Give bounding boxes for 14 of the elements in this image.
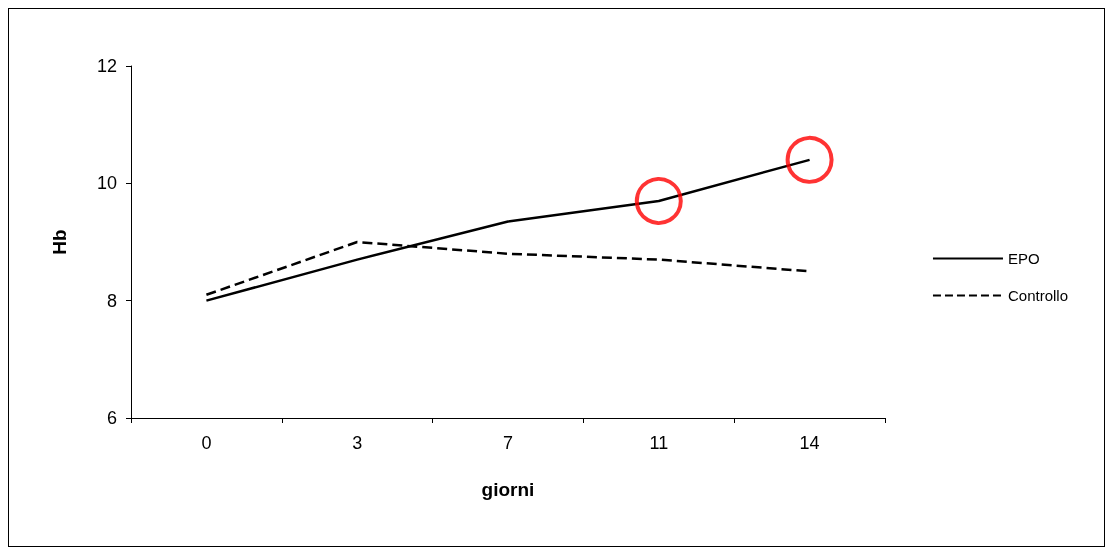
- legend-label: Controllo: [1007, 287, 1068, 304]
- x-tick-label: 14: [799, 433, 820, 453]
- x-tick-label: 11: [649, 433, 669, 453]
- legend-label: EPO: [1007, 250, 1040, 267]
- x-tick-label: 0: [201, 433, 212, 453]
- line-series: [205, 158, 811, 302]
- y-tick-label: 12: [96, 56, 117, 76]
- y-tick-label: 8: [106, 290, 117, 311]
- y-tick-label: 10: [96, 173, 117, 194]
- x-axis-title: giorni: [481, 479, 535, 500]
- y-tick-label: 6: [106, 408, 117, 428]
- y-axis-title: Hb: [49, 229, 70, 255]
- x-tick-label: 7: [502, 433, 514, 453]
- x-tick-label: 3: [352, 433, 363, 453]
